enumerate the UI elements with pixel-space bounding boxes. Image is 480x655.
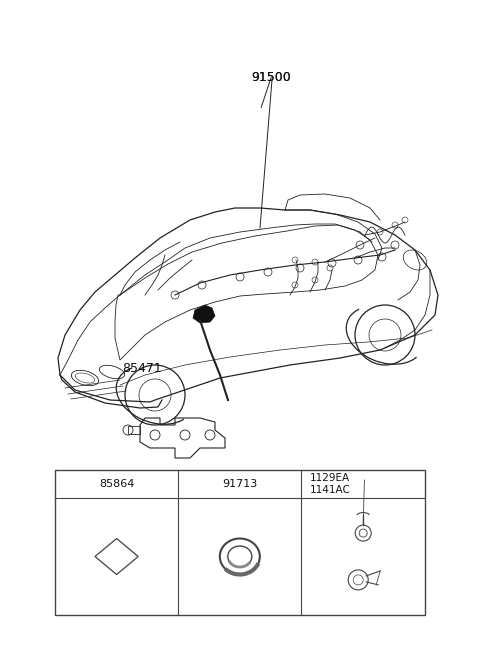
- Text: 91713: 91713: [222, 479, 257, 489]
- Text: 85471: 85471: [122, 362, 161, 375]
- Text: 1129EA
1141AC: 1129EA 1141AC: [310, 473, 350, 495]
- Text: 91500: 91500: [252, 71, 291, 84]
- Polygon shape: [193, 305, 215, 323]
- Bar: [55, 470, 425, 615]
- Text: 85864: 85864: [99, 479, 134, 489]
- Text: 91500: 91500: [252, 71, 291, 84]
